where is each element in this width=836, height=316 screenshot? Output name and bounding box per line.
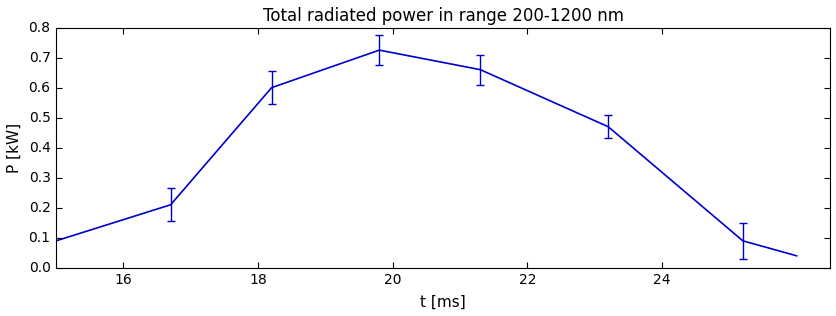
Title: Total radiated power in range 200-1200 nm: Total radiated power in range 200-1200 n… bbox=[263, 7, 623, 25]
X-axis label: t [ms]: t [ms] bbox=[420, 294, 466, 309]
Y-axis label: P [kW]: P [kW] bbox=[7, 123, 22, 173]
